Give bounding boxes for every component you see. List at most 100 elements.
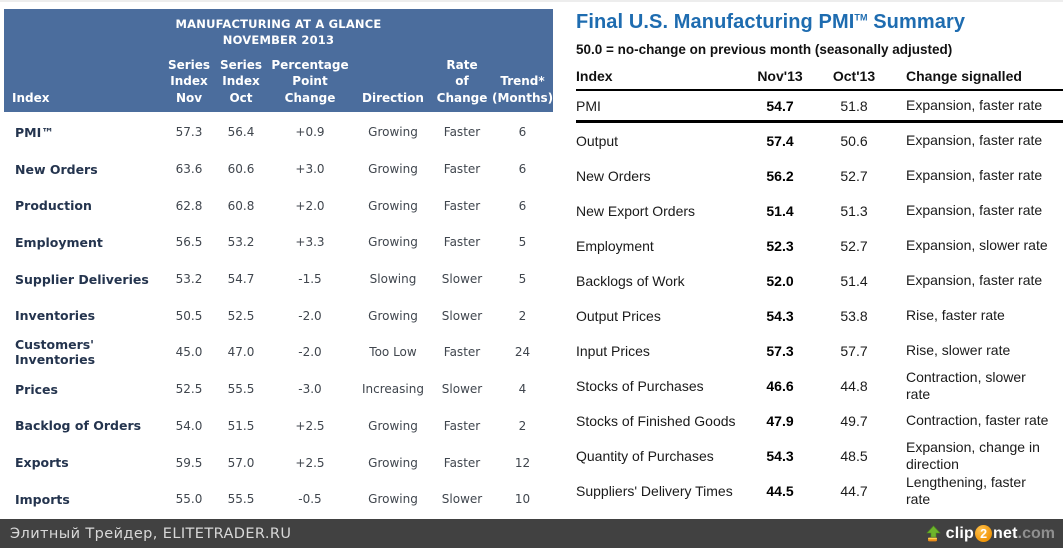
row-rate-value: Slower xyxy=(441,308,483,323)
row-nov-value: 51.4 xyxy=(766,202,794,219)
row-trend-value: 24 xyxy=(514,345,531,360)
row-index-label: Backlogs of Work xyxy=(576,272,685,289)
table-row: New Orders 56.2 52.7 Expansion, faster r… xyxy=(576,158,1063,193)
row-trend-value: 6 xyxy=(518,162,527,177)
manufacturing-glance-table: MANUFACTURING AT A GLANCE NOVEMBER 2013 … xyxy=(4,9,553,518)
row-oct-value: 49.7 xyxy=(840,412,868,429)
col-header-oct13: Oct'13 xyxy=(832,68,876,84)
table-row: New Export Orders 51.4 51.3 Expansion, f… xyxy=(576,193,1063,228)
col-header-nov13: Nov'13 xyxy=(757,68,803,84)
table-row: Exports 59.5 57.0 +2.5 Growing Faster 12 xyxy=(4,444,553,481)
row-nov-value: 54.7 xyxy=(766,97,794,114)
row-direction-value: Growing xyxy=(368,455,418,470)
row-rate-value: Faster xyxy=(443,162,481,177)
row-index-label: Production xyxy=(15,198,92,214)
row-index-label: New Orders xyxy=(15,161,98,177)
row-pct-change-value: -3.0 xyxy=(298,382,322,397)
row-nov-value: 54.3 xyxy=(766,307,794,324)
row-rate-value: Slower xyxy=(441,492,483,507)
row-oct-value: 44.7 xyxy=(840,482,868,499)
row-oct-value: 57.0 xyxy=(227,455,255,470)
row-direction-value: Growing xyxy=(368,235,418,250)
row-direction-value: Growing xyxy=(368,125,418,140)
row-index-label: Supplier Deliveries xyxy=(15,271,149,287)
row-trend-value: 2 xyxy=(518,418,527,433)
row-index-label: Backlog of Orders xyxy=(15,418,142,434)
summary-table-body: Output 57.4 50.6 Expansion, faster rate … xyxy=(576,123,1063,508)
row-change-value: Expansion, faster rate xyxy=(906,202,1043,218)
row-nov-value: 54.0 xyxy=(175,418,203,433)
row-change-value: Contraction, slower rate xyxy=(906,368,1026,402)
row-direction-value: Increasing xyxy=(362,382,424,397)
trademark-superscript: TM xyxy=(854,12,868,23)
row-oct-value: 51.5 xyxy=(227,418,255,433)
row-index-label: PMI xyxy=(576,97,601,114)
row-change-value: Expansion, slower rate xyxy=(906,237,1048,253)
row-oct-value: 53.2 xyxy=(227,235,255,250)
table-row: Inventories 50.5 52.5 -2.0 Growing Slowe… xyxy=(4,297,553,334)
glance-table-header: MANUFACTURING AT A GLANCE NOVEMBER 2013 … xyxy=(4,9,553,112)
row-rate-value: Faster xyxy=(443,125,481,140)
row-trend-value: 5 xyxy=(518,235,527,250)
row-nov-value: 63.6 xyxy=(175,162,203,177)
row-pct-change-value: -0.5 xyxy=(298,492,322,507)
table-row: Output 57.4 50.6 Expansion, faster rate xyxy=(576,123,1063,158)
row-index-label: New Orders xyxy=(576,167,651,184)
row-nov-value: 62.8 xyxy=(175,198,203,213)
table-row: Supplier Deliveries 53.2 54.7 -1.5 Slowi… xyxy=(4,261,553,298)
row-oct-value: 55.5 xyxy=(227,492,255,507)
row-nov-value: 57.3 xyxy=(766,342,794,359)
row-nov-value: 44.5 xyxy=(766,482,794,499)
row-oct-value: 52.7 xyxy=(840,237,868,254)
row-trend-value: 5 xyxy=(518,272,527,287)
row-nov-value: 47.9 xyxy=(766,412,794,429)
row-nov-value: 52.0 xyxy=(766,272,794,289)
row-index-label: Customers' Inventories xyxy=(15,337,96,368)
logo-text-clip: clip xyxy=(945,524,975,542)
row-nov-value: 46.6 xyxy=(766,377,794,394)
row-index-label: Suppliers' Delivery Times xyxy=(576,482,733,499)
col-header-pct-change: Percentage Point Change xyxy=(271,57,349,105)
row-index-label: PMI™ xyxy=(15,124,54,140)
row-nov-value: 52.3 xyxy=(766,237,794,254)
row-nov-value: 45.0 xyxy=(175,345,203,360)
table-row: New Orders 63.6 60.6 +3.0 Growing Faster… xyxy=(4,151,553,188)
row-direction-value: Growing xyxy=(368,198,418,213)
table-row: Quantity of Purchases 54.3 48.5 Expansio… xyxy=(576,438,1063,473)
row-nov-value: 56.5 xyxy=(175,235,203,250)
summary-column-headers: Index Nov'13 Oct'13 Change signalled xyxy=(576,63,1063,89)
clip2net-logo: clip 2 net .com xyxy=(924,525,1055,543)
table-row: Imports 55.0 55.5 -0.5 Growing Slower 10 xyxy=(4,481,553,518)
table-row: Stocks of Finished Goods 47.9 49.7 Contr… xyxy=(576,403,1063,438)
row-pct-change-value: +2.5 xyxy=(295,418,325,433)
row-oct-value: 52.7 xyxy=(840,167,868,184)
logo-text-dotcom: .com xyxy=(1017,524,1055,542)
row-pct-change-value: +3.3 xyxy=(295,235,325,250)
row-pct-change-value: +0.9 xyxy=(295,125,325,140)
row-index-label: Employment xyxy=(576,237,654,254)
row-oct-value: 60.8 xyxy=(227,198,255,213)
pmi-rule xyxy=(576,120,1063,123)
col-header-series-oct: Series Index Oct xyxy=(219,57,263,105)
row-change-value: Contraction, faster rate xyxy=(906,412,1049,428)
col-header-series-nov: Series Index Nov xyxy=(167,57,211,105)
col-header-rate: Rate of Change xyxy=(436,57,488,105)
row-index-label: Exports xyxy=(15,455,69,471)
row-rate-value: Slower xyxy=(441,272,483,287)
row-direction-value: Growing xyxy=(368,308,418,323)
row-rate-value: Faster xyxy=(443,418,481,433)
row-index-label: Prices xyxy=(15,381,58,397)
row-direction-value: Slowing xyxy=(369,272,417,287)
table-row: Prices 52.5 55.5 -3.0 Increasing Slower … xyxy=(4,371,553,408)
row-rate-value: Faster xyxy=(443,345,481,360)
row-change-value: Rise, slower rate xyxy=(906,342,1011,358)
row-direction-value: Growing xyxy=(368,492,418,507)
header-rule xyxy=(576,89,1063,91)
row-index-label: Quantity of Purchases xyxy=(576,447,714,464)
row-index-label: Output Prices xyxy=(576,307,661,324)
row-oct-value: 47.0 xyxy=(227,345,255,360)
table-row: Employment 52.3 52.7 Expansion, slower r… xyxy=(576,228,1063,263)
table-row: Backlogs of Work 52.0 51.4 Expansion, fa… xyxy=(576,263,1063,298)
row-nov-value: 57.3 xyxy=(175,125,203,140)
row-trend-value: 6 xyxy=(518,125,527,140)
